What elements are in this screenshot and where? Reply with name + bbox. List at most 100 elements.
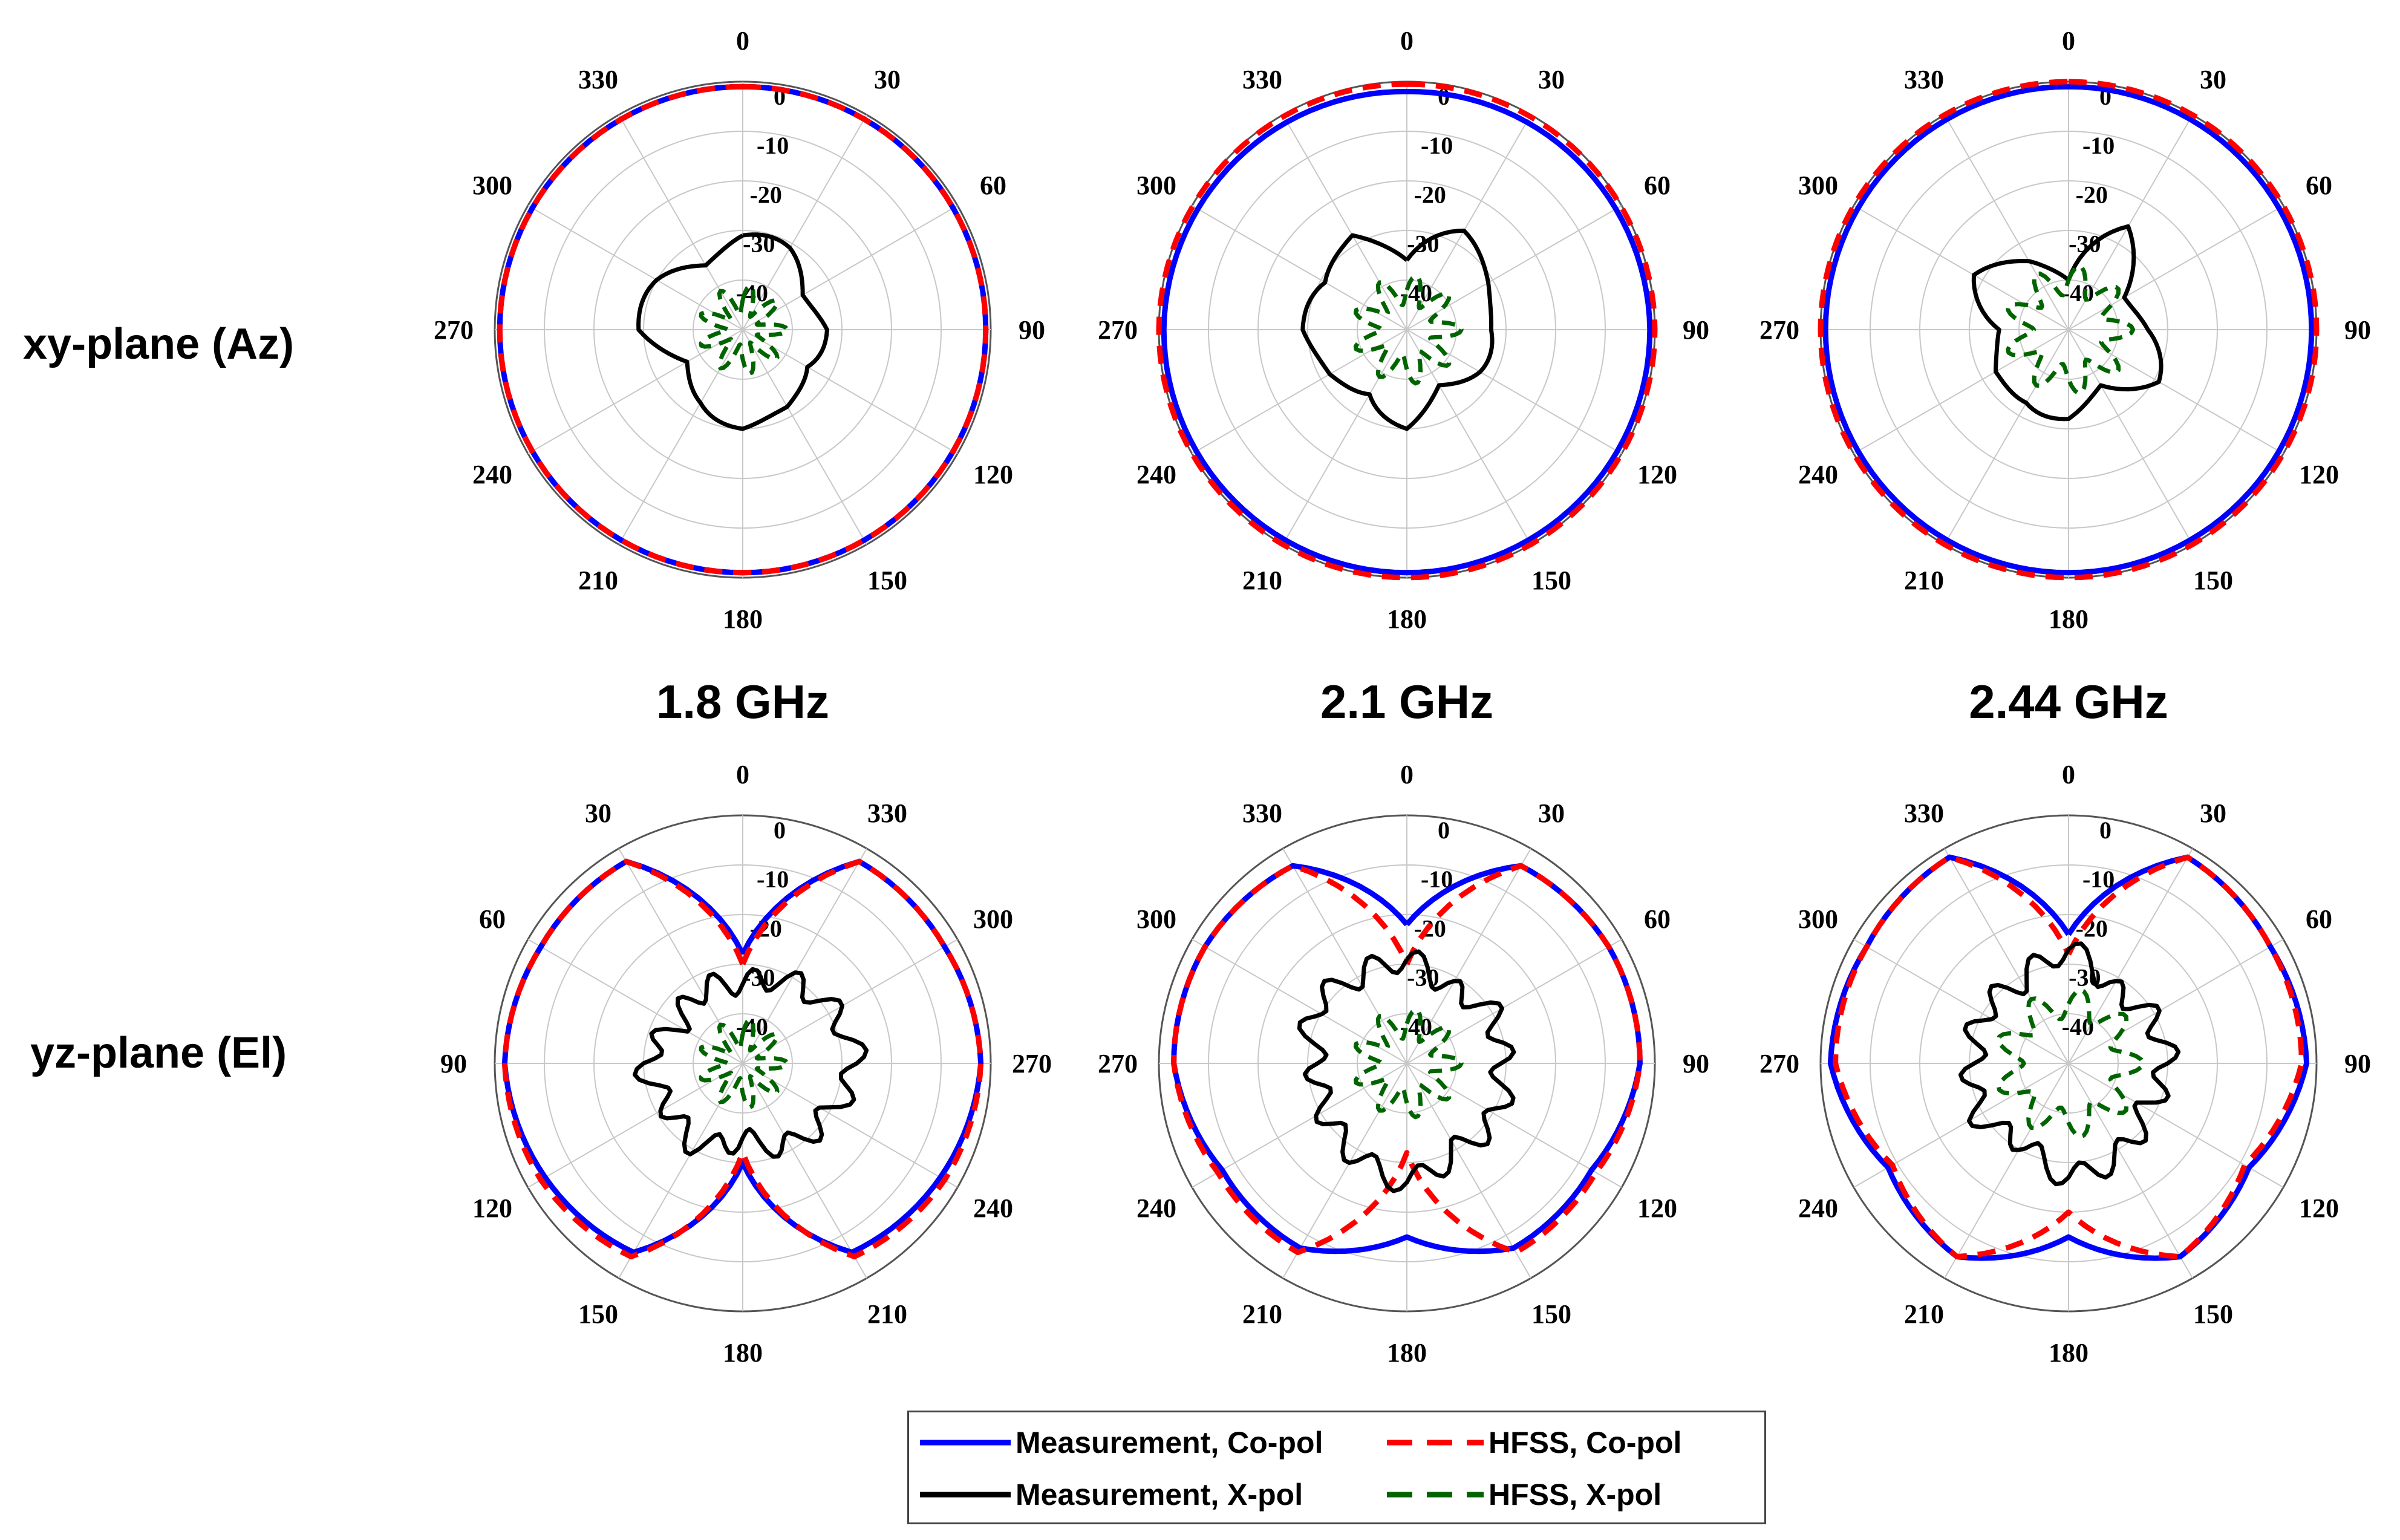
polar-spoke [1406, 329, 1531, 545]
angle-tick-label: 0 [2062, 760, 2075, 789]
angle-tick-label: 180 [2049, 604, 2089, 634]
angle-tick-label: 30 [2200, 65, 2226, 94]
angle-tick-label: 120 [1637, 460, 1677, 489]
angle-tick-label: 120 [2299, 1193, 2339, 1223]
legend-label-hfss-copol: HFSS, Co-pol [1489, 1426, 1682, 1460]
angle-tick-label: 120 [2299, 460, 2339, 489]
angle-tick-label: 330 [867, 798, 907, 828]
series-measurement-xpol [1297, 949, 1516, 1193]
angle-tick-label: 90 [2344, 315, 2371, 345]
legend-line-hfss-copol [1387, 1440, 1484, 1446]
polar-spoke [1282, 329, 1407, 545]
polar-spoke [2068, 329, 2284, 454]
polar-spoke [742, 848, 867, 1064]
series-hfss-copol [1833, 854, 2304, 1260]
angle-tick-label: 90 [1683, 1049, 1709, 1078]
series-measurement-xpol [1958, 941, 2181, 1187]
angle-tick-label: 150 [1531, 566, 1571, 595]
polar-plot-2: 03060901201501802102402703003300-10-20-3… [1098, 26, 1709, 634]
angle-tick-label: 270 [1098, 315, 1138, 345]
legend-label-measurement-copol: Measurement, Co-pol [1016, 1426, 1323, 1460]
angle-tick-label: 150 [2193, 566, 2233, 595]
polar-plot-3: 03060901201501802102402703003300-10-20-3… [1759, 26, 2371, 634]
polar-spoke [618, 114, 743, 330]
series-hfss-copol [1171, 863, 1643, 1255]
angle-tick-label: 30 [2200, 798, 2226, 828]
angle-tick-label: 210 [1242, 566, 1282, 595]
angle-tick-label: 270 [1098, 1049, 1138, 1078]
angle-tick-label: 90 [1683, 315, 1709, 345]
angle-tick-label: 30 [1538, 65, 1565, 94]
polar-spoke [1406, 1063, 1531, 1279]
polar-spoke [527, 939, 743, 1064]
series-measurement-xpol [636, 232, 829, 431]
polar-spoke [618, 329, 743, 545]
legend: Measurement, Co-pol HFSS, Co-pol Measure… [907, 1411, 1766, 1524]
series-hfss-xpol [1996, 988, 2145, 1139]
polar-spoke [1406, 114, 1531, 330]
polar-plot-5: 03060901201501802102402703003300-10-20-3… [1098, 760, 1709, 1368]
angle-tick-label: 90 [440, 1049, 467, 1078]
polar-spoke [1853, 205, 2069, 330]
radial-tick-label: -20 [750, 181, 782, 208]
angle-tick-label: 270 [1012, 1049, 1052, 1078]
angle-tick-label: 60 [1644, 904, 1671, 934]
polar-spoke [1282, 114, 1407, 330]
angle-tick-label: 210 [578, 566, 618, 595]
polar-plot-1: 03060901201501802102402703003300-10-20-3… [434, 26, 1045, 634]
series-hfss-xpol [699, 283, 790, 376]
angle-tick-label: 300 [1798, 171, 1838, 200]
angle-tick-label: 300 [1798, 904, 1838, 934]
radial-tick-label: 0 [774, 817, 786, 844]
angle-tick-label: 240 [1798, 1193, 1838, 1223]
legend-line-measurement-xpol [920, 1492, 1011, 1498]
polar-spoke [1282, 1063, 1407, 1279]
radial-tick-label: 0 [2099, 817, 2111, 844]
legend-label-hfss-xpol: HFSS, X-pol [1489, 1478, 1662, 1512]
polar-spoke [618, 1063, 743, 1279]
polar-spoke [1944, 1063, 2069, 1279]
angle-tick-label: 300 [1136, 171, 1176, 200]
angle-tick-label: 240 [1136, 460, 1176, 489]
legend-item-hfss-copol: HFSS, Co-pol [1387, 1418, 1681, 1467]
polar-spoke [1944, 848, 2069, 1064]
angle-tick-label: 210 [867, 1299, 907, 1329]
angle-tick-label: 240 [1798, 460, 1838, 489]
frequency-label-2-44ghz: 2.44 GHz [1969, 675, 2168, 728]
angle-tick-label: 150 [2193, 1299, 2233, 1329]
polar-spoke [2068, 205, 2284, 330]
frequency-label-2-1ghz: 2.1 GHz [1320, 675, 1494, 728]
radial-tick-label: -10 [757, 866, 789, 893]
angle-tick-label: 60 [479, 904, 506, 934]
polar-spoke [742, 114, 867, 330]
legend-item-measurement-copol: Measurement, Co-pol [920, 1418, 1323, 1467]
angle-tick-label: 270 [434, 315, 474, 345]
angle-tick-label: 120 [472, 1193, 512, 1223]
polar-spoke [742, 329, 958, 454]
angle-tick-label: 240 [472, 460, 512, 489]
polar-spoke [742, 1063, 958, 1188]
polar-spoke [2068, 939, 2284, 1064]
angle-tick-label: 330 [1904, 65, 1944, 94]
radial-tick-label: -20 [2076, 181, 2108, 208]
polar-spoke [1282, 848, 1407, 1064]
polar-plot-6: 03060901201501802102402703003300-10-20-3… [1759, 760, 2371, 1368]
legend-line-hfss-xpol [1387, 1492, 1484, 1498]
angle-tick-label: 270 [1759, 1049, 1799, 1078]
legend-item-hfss-xpol: HFSS, X-pol [1387, 1470, 1661, 1519]
polar-spoke [742, 1063, 867, 1279]
radial-tick-label: -20 [1414, 181, 1446, 208]
polar-spoke [618, 848, 743, 1064]
polar-spoke [1192, 1063, 1407, 1188]
series-hfss-xpol [2006, 264, 2136, 396]
polar-spoke [742, 939, 958, 1064]
series-hfss-xpol [1353, 273, 1464, 386]
series-measurement-copol [1161, 88, 1653, 576]
polar-spoke [2068, 848, 2193, 1064]
row-label-xy-plane: xy-plane (Az) [23, 320, 295, 368]
polar-spoke [1853, 329, 2069, 454]
polar-spoke [1944, 114, 2069, 330]
angle-tick-label: 300 [472, 171, 512, 200]
angle-tick-label: 300 [973, 904, 1013, 934]
row-label-yz-plane: yz-plane (El) [30, 1029, 287, 1077]
